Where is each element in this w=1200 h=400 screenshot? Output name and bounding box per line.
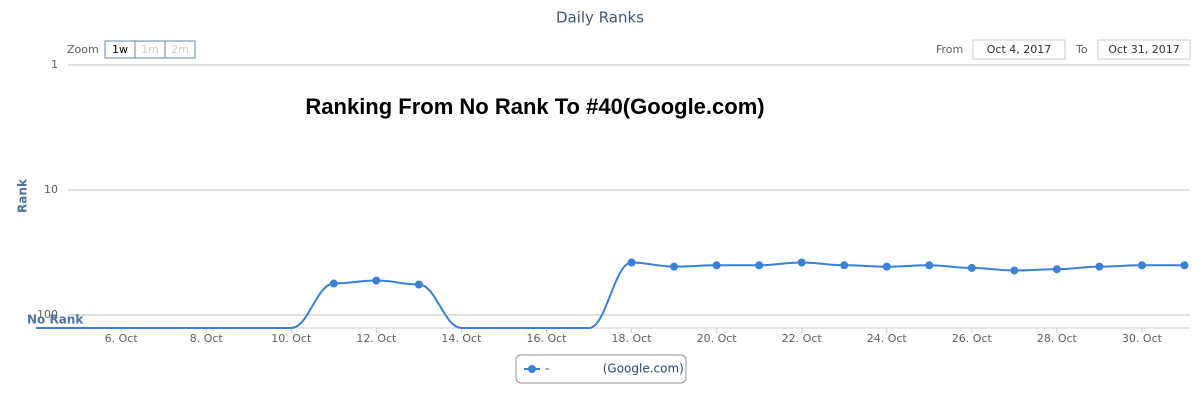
point xyxy=(372,276,381,285)
point xyxy=(670,262,679,271)
to-value[interactable]: Oct 31, 2017 xyxy=(1108,43,1180,56)
point xyxy=(627,258,636,267)
to-label: To xyxy=(1075,43,1088,56)
legend xyxy=(515,354,687,384)
y-tick-label: 1 xyxy=(51,58,58,71)
x-tick-label: 22. Oct xyxy=(782,332,823,345)
legend-symbol xyxy=(528,365,536,373)
point xyxy=(1010,266,1019,275)
legend-label[interactable]: - (Google.com) xyxy=(545,362,684,376)
point xyxy=(1095,262,1104,271)
x-tick-label: 26. Oct xyxy=(952,332,993,345)
series-line xyxy=(36,261,1185,329)
annotation: Ranking From No Rank To #40(Google.com) xyxy=(305,94,764,119)
point xyxy=(967,263,976,272)
x-tick-label: 14. Oct xyxy=(441,332,482,345)
zoom-button-label[interactable]: 1w xyxy=(112,43,128,56)
y-tick-label: 100 xyxy=(37,308,58,321)
point xyxy=(329,279,338,288)
y-tick-label: No Rank xyxy=(27,313,84,327)
zoom-button-label[interactable]: 1m xyxy=(141,43,159,56)
point xyxy=(925,261,934,270)
x-tick-label: 12. Oct xyxy=(356,332,397,345)
x-tick-label: 16. Oct xyxy=(526,332,567,345)
x-tick-label: 10. Oct xyxy=(271,332,312,345)
chart-title: Daily Ranks xyxy=(556,9,644,27)
x-tick-label: 6. Oct xyxy=(105,332,139,345)
point xyxy=(755,261,764,270)
x-tick-label: 30. Oct xyxy=(1122,332,1163,345)
y-axis-title: Rank xyxy=(16,178,30,213)
x-tick-label: 8. Oct xyxy=(190,332,224,345)
point xyxy=(882,262,891,271)
from-label: From xyxy=(936,43,963,56)
to-input[interactable] xyxy=(1097,39,1191,60)
point xyxy=(1137,261,1146,270)
point xyxy=(1180,261,1189,270)
y-tick-label: 10 xyxy=(44,183,58,196)
point xyxy=(1052,265,1061,274)
zoom-button[interactable] xyxy=(164,40,196,59)
point xyxy=(797,258,806,267)
x-tick-label: 18. Oct xyxy=(612,332,653,345)
point xyxy=(414,280,423,289)
x-tick-label: 28. Oct xyxy=(1037,332,1078,345)
zoom-button-label[interactable]: 2m xyxy=(171,43,189,56)
point xyxy=(840,261,849,270)
x-tick-label: 24. Oct xyxy=(867,332,908,345)
x-tick-label: 20. Oct xyxy=(697,332,738,345)
point xyxy=(712,261,721,270)
from-input[interactable] xyxy=(972,39,1066,60)
zoom-label: Zoom xyxy=(67,43,99,56)
from-value[interactable]: Oct 4, 2017 xyxy=(987,43,1052,56)
